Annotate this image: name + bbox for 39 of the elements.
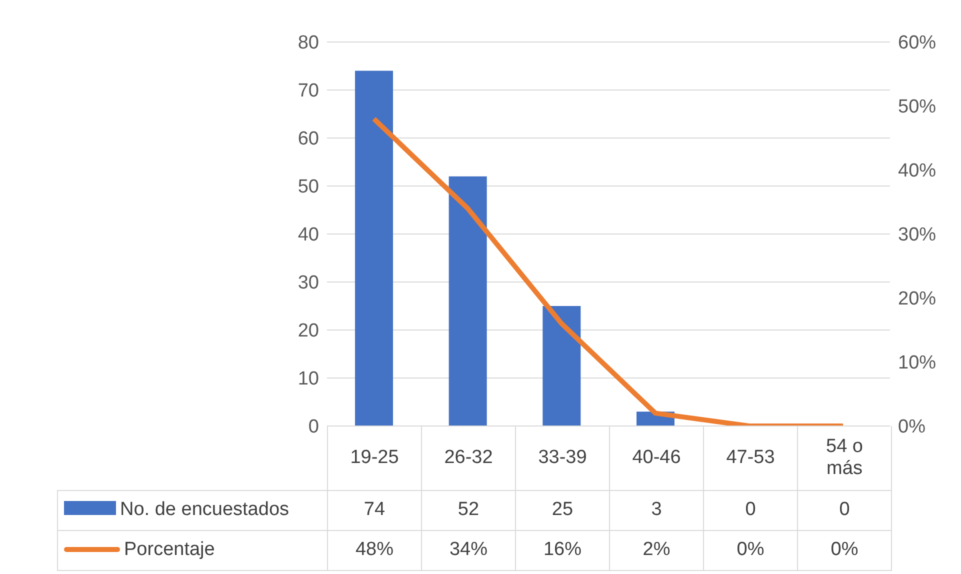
legend-label: Porcentaje <box>124 539 215 560</box>
y-tick-label: 70 <box>298 80 319 102</box>
bar <box>542 306 581 426</box>
y-tick-label: 60 <box>298 128 319 150</box>
x-tick-label: 54 o más <box>798 426 892 490</box>
x-tick-label: 26-32 <box>422 426 516 490</box>
y2-tick-label: 20% <box>898 288 936 310</box>
y-tick-label: 10 <box>298 368 319 390</box>
x-tick-label: 40-46 <box>610 426 704 490</box>
x-tick-label: 33-39 <box>516 426 610 490</box>
y-tick-label: 30 <box>298 272 319 294</box>
x-tick-label: 47-53 <box>704 426 798 490</box>
y-tick-label: 40 <box>298 224 319 246</box>
data-label: 0 <box>798 490 892 530</box>
y-tick-label: 50 <box>298 176 319 198</box>
data-label: 74 <box>328 490 422 530</box>
data-label: 0 <box>704 490 798 530</box>
y-tick-label: 80 <box>298 32 319 54</box>
y-tick-label: 20 <box>298 320 319 342</box>
bar <box>355 70 393 426</box>
x-tick-label: 19-25 <box>328 426 422 490</box>
data-label: 0% <box>798 530 892 570</box>
data-label: 48% <box>328 530 422 570</box>
bar <box>448 176 487 426</box>
y2-tick-label: 60% <box>898 32 936 54</box>
y2-tick-label: 40% <box>898 160 936 182</box>
data-label: 34% <box>422 530 516 570</box>
data-label: 3 <box>610 490 704 530</box>
data-label: 16% <box>516 530 610 570</box>
y2-tick-label: 10% <box>898 352 936 374</box>
data-label: 25 <box>516 490 610 530</box>
y2-tick-label: 30% <box>898 224 936 246</box>
legend-label: No. de encuestados <box>120 499 290 520</box>
data-label: 0% <box>704 530 798 570</box>
data-label: 2% <box>610 530 704 570</box>
y2-tick-label: 0% <box>898 416 926 438</box>
y2-tick-label: 50% <box>898 96 936 118</box>
y-tick-label: 0 <box>308 416 319 438</box>
data-label: 52 <box>422 490 516 530</box>
